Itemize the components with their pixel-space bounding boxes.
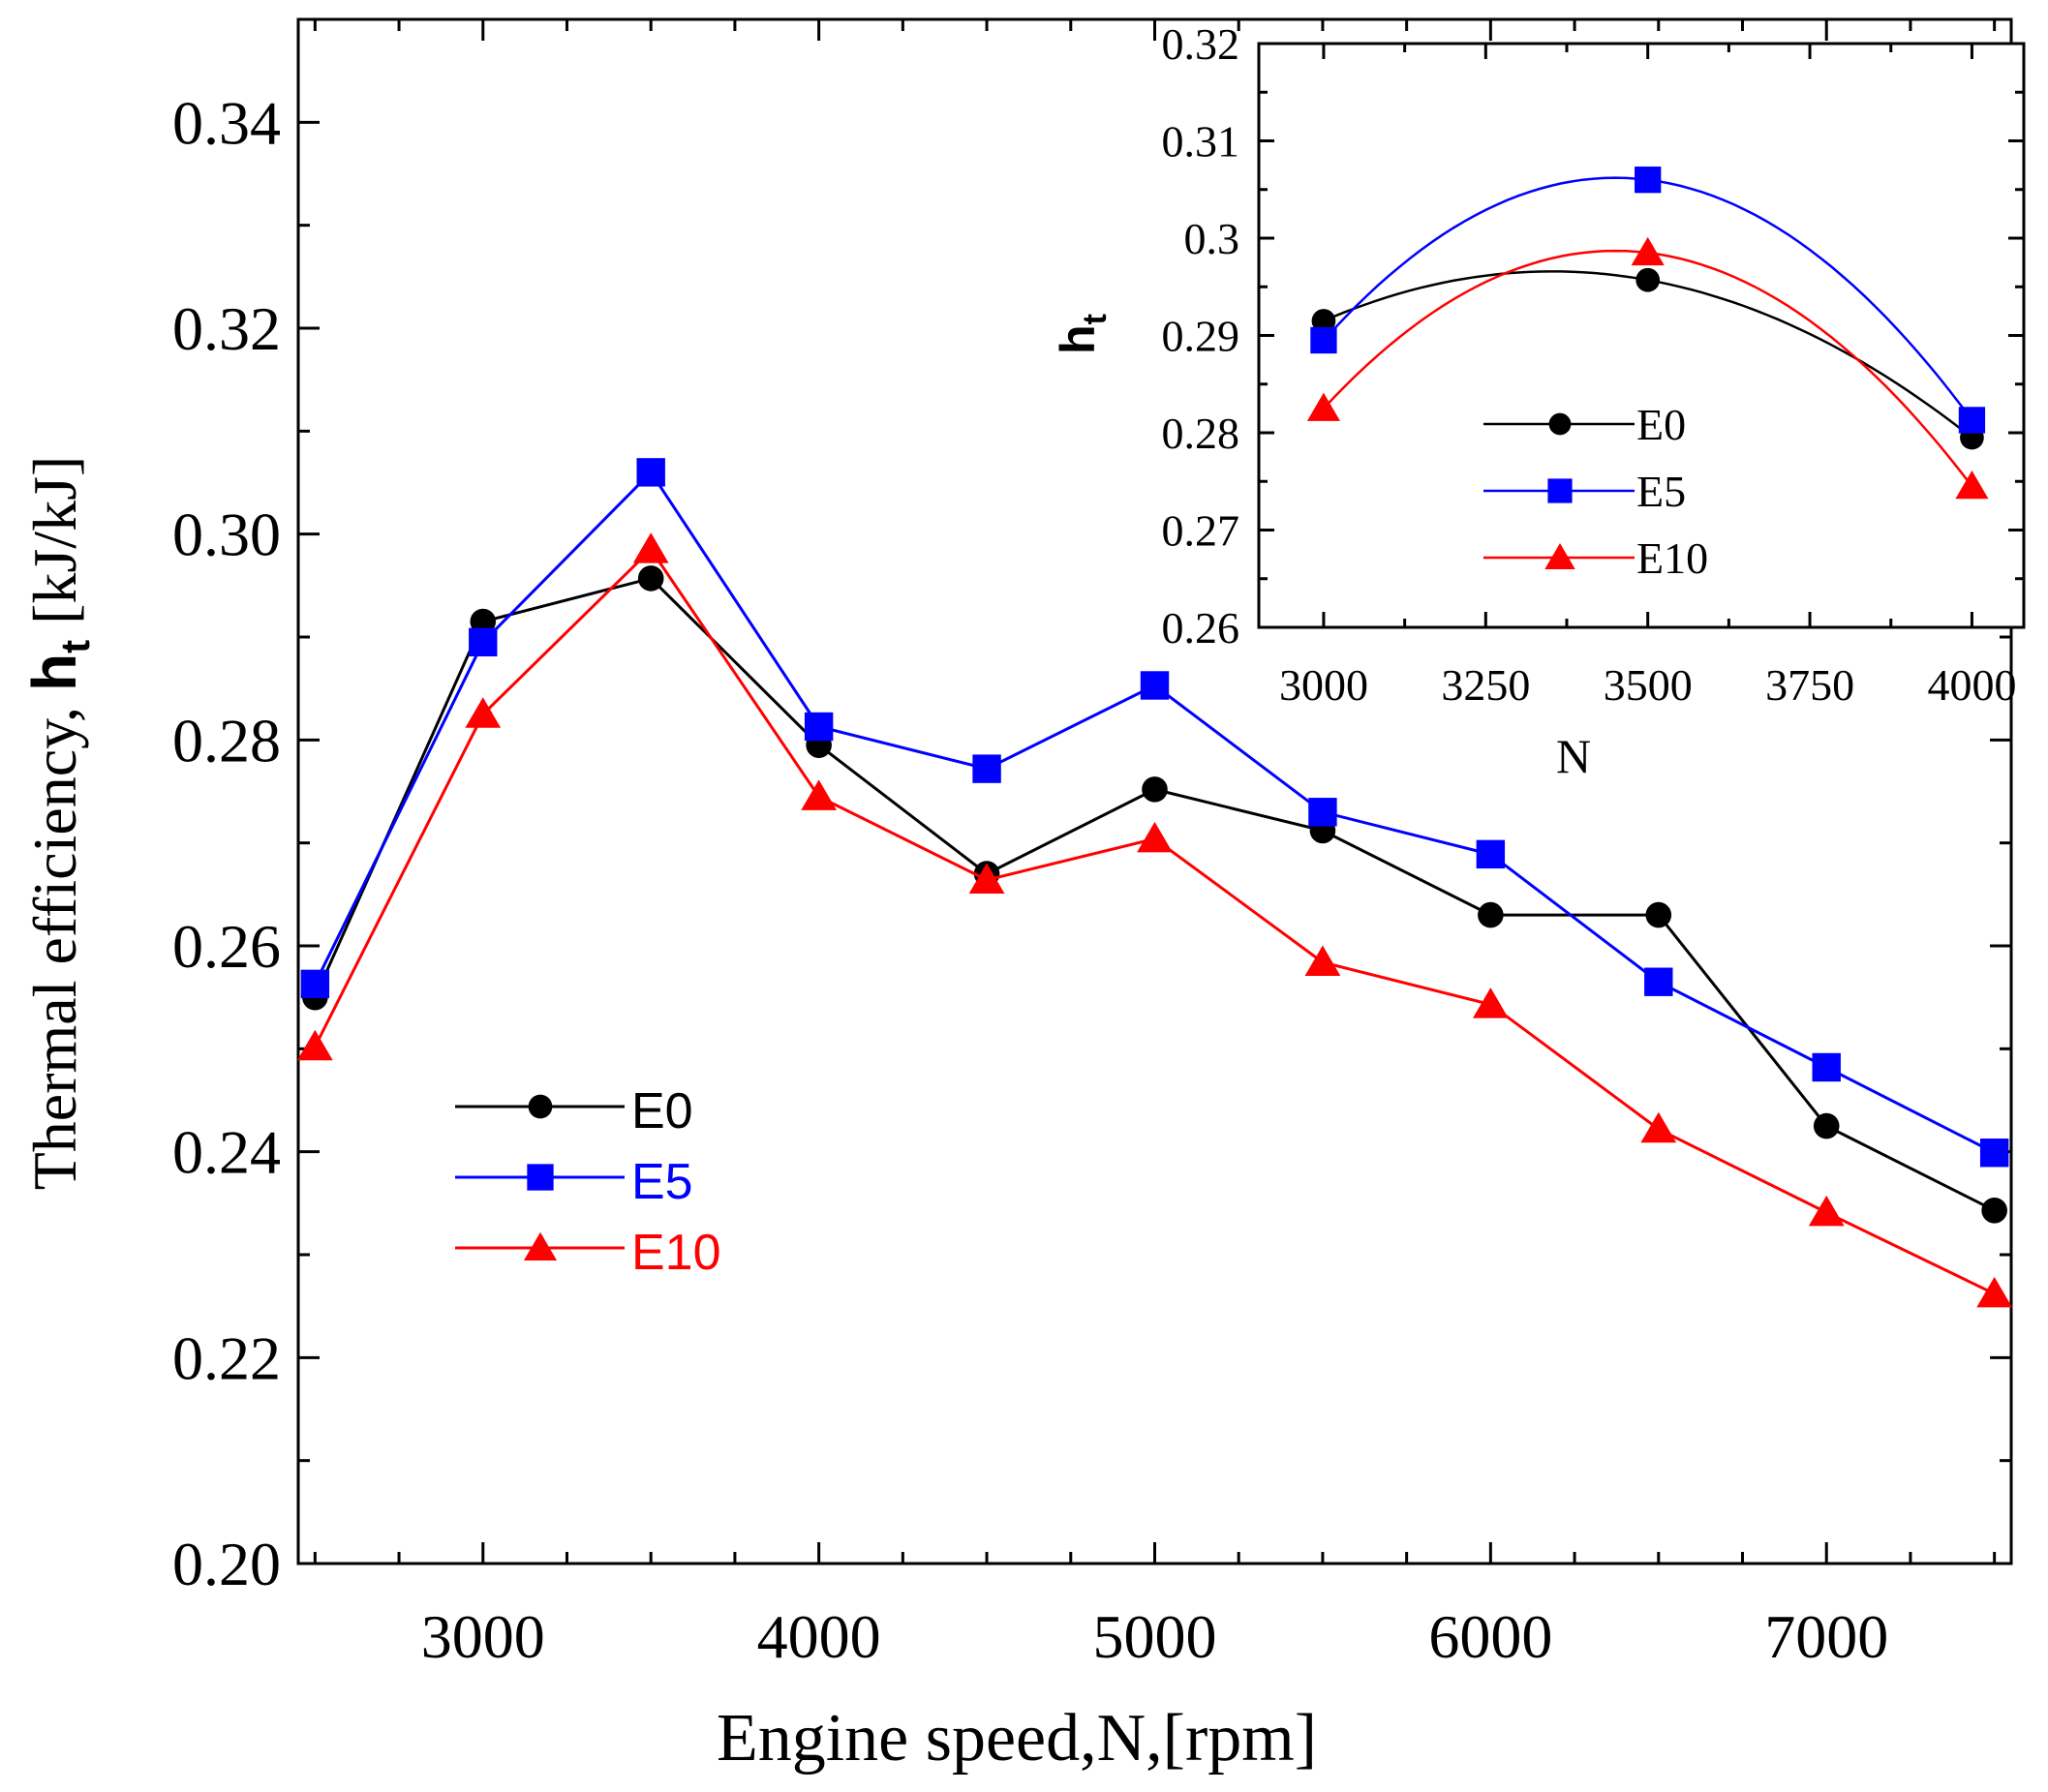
- data-point-e10: [1808, 1195, 1845, 1227]
- inset-legend-marker-e10: [1544, 543, 1575, 569]
- y-tick-label: 0.30: [172, 501, 281, 569]
- x-tick-label: 7000: [1764, 1602, 1888, 1671]
- y-tick-label: 0.34: [172, 88, 281, 157]
- data-point-e5: [636, 458, 665, 487]
- legend-label-e0: E0: [631, 1083, 693, 1139]
- inset-data-point-e10: [1955, 471, 1989, 500]
- inset-y-tick-label: 0.32: [1162, 19, 1240, 69]
- data-point-e5: [1812, 1052, 1841, 1082]
- main-legend: E0 E5 E10: [455, 1083, 721, 1281]
- data-point-e5: [469, 627, 498, 657]
- data-point-e10: [1976, 1276, 2013, 1308]
- inset-data-point-e10: [1306, 392, 1341, 421]
- y-axis-title-symbol: h: [19, 653, 89, 691]
- y-axis-title-unit: [kJ/kJ]: [20, 456, 89, 640]
- data-point-e0: [1981, 1197, 2007, 1224]
- data-point-e5: [1308, 798, 1337, 827]
- inset-legend-marker-e5: [1547, 478, 1573, 503]
- inset-y-tick-label: 0.26: [1162, 603, 1240, 653]
- y-tick-label: 0.26: [172, 912, 281, 981]
- data-point-e5: [1644, 967, 1673, 996]
- inset-legend-marker-e0: [1548, 412, 1572, 436]
- data-point-e5: [300, 969, 330, 999]
- inset-x-axis-title: N: [1556, 729, 1591, 783]
- data-point-e10: [801, 779, 838, 810]
- data-point-e0: [1645, 901, 1672, 928]
- y-axis-title-prefix: Thermal efficiency,: [20, 691, 89, 1190]
- legend-marker-e10: [523, 1231, 558, 1260]
- inset-y-axis-title-symbol: h: [1051, 324, 1105, 354]
- data-point-e10: [465, 697, 502, 728]
- inset-data-point-e5: [1958, 407, 1986, 434]
- inset-plot: 0.26 0.27 0.28 0.29 0.3 0.31 0.32 3000 3250 3500 3…: [1051, 19, 2026, 783]
- inset-data-point-e0: [1635, 267, 1661, 292]
- data-point-e0: [1142, 776, 1168, 803]
- data-point-e5: [1979, 1139, 2009, 1168]
- y-tick-label: 0.20: [172, 1530, 281, 1598]
- data-point-e0: [1478, 901, 1504, 928]
- inset-y-axis-title: ht: [1051, 314, 1114, 354]
- x-tick-label: 5000: [1093, 1602, 1217, 1671]
- inset-x-tick-label: 3000: [1279, 660, 1368, 710]
- inset-plot-frame: [1257, 42, 2026, 629]
- data-point-e10: [296, 1029, 333, 1061]
- data-point-e10: [1640, 1111, 1677, 1143]
- legend-marker-e5: [527, 1164, 554, 1191]
- x-tick-label: 3000: [421, 1602, 545, 1671]
- inset-legend-label-e10: E10: [1636, 533, 1708, 583]
- data-point-e10: [1472, 987, 1509, 1018]
- inset-legend-label-e5: E5: [1636, 467, 1686, 516]
- series-e0: [302, 565, 2007, 1224]
- inset-y-tick-label: 0.3: [1184, 214, 1240, 263]
- data-point-e10: [1304, 945, 1341, 977]
- legend-label-e10: E10: [631, 1225, 721, 1281]
- inset-data-point-e5: [1310, 326, 1337, 354]
- inset-y-tick-label: 0.28: [1162, 409, 1240, 458]
- data-point-e0: [637, 565, 664, 592]
- inset-x-tick-label: 3750: [1765, 660, 1854, 710]
- y-tick-label: 0.28: [172, 706, 281, 775]
- series-line-e10: [313, 547, 1996, 1295]
- y-axis-title-subscript: t: [52, 640, 98, 653]
- x-tick-label: 6000: [1428, 1602, 1552, 1671]
- data-point-e5: [1140, 671, 1170, 700]
- data-point-e10: [1137, 821, 1173, 853]
- inset-y-axis-title-subscript: t: [1077, 314, 1114, 324]
- inset-legend: E0 E5 E10: [1483, 400, 1708, 583]
- inset-x-tick-label: 3250: [1441, 660, 1530, 710]
- inset-series-e10: [1306, 236, 1989, 500]
- inset-x-tick-label: 3500: [1604, 660, 1693, 710]
- data-point-e10: [968, 863, 1005, 894]
- x-tick-label: 4000: [757, 1602, 881, 1671]
- x-axis-title: Engine speed,N,[rpm]: [717, 1701, 1317, 1776]
- legend-marker-e0: [528, 1094, 553, 1119]
- data-point-e5: [804, 712, 834, 742]
- series-e10: [296, 532, 2013, 1308]
- series-e5: [300, 458, 2009, 1168]
- inset-y-tick-label: 0.27: [1162, 506, 1240, 556]
- inset-data-point-e10: [1631, 236, 1665, 266]
- inset-x-tick-label: 4000: [1927, 660, 2016, 710]
- y-tick-label: 0.32: [172, 294, 281, 363]
- data-point-e5: [972, 754, 1001, 783]
- inset-series-e5: [1310, 167, 1986, 434]
- inset-data-point-e0: [1311, 309, 1336, 333]
- inset-y-tick-label: 0.29: [1162, 312, 1240, 361]
- data-point-e0: [1813, 1112, 1840, 1139]
- inset-y-tick-label: 0.31: [1162, 117, 1240, 167]
- main-plot: 0.20 0.22 0.24 0.26 0.28 0.30 0.32 0.34 3000 4000…: [19, 17, 2013, 1776]
- inset-data-point-e5: [1635, 167, 1662, 194]
- y-axis-title: Thermal efficiency, ht [kJ/kJ]: [19, 456, 98, 1191]
- data-point-e5: [1476, 839, 1506, 869]
- inset-legend-label-e0: E0: [1636, 400, 1686, 449]
- legend-label-e5: E5: [631, 1154, 693, 1210]
- y-tick-label: 0.24: [172, 1118, 281, 1187]
- y-tick-label: 0.22: [172, 1323, 281, 1392]
- data-point-e10: [632, 532, 669, 563]
